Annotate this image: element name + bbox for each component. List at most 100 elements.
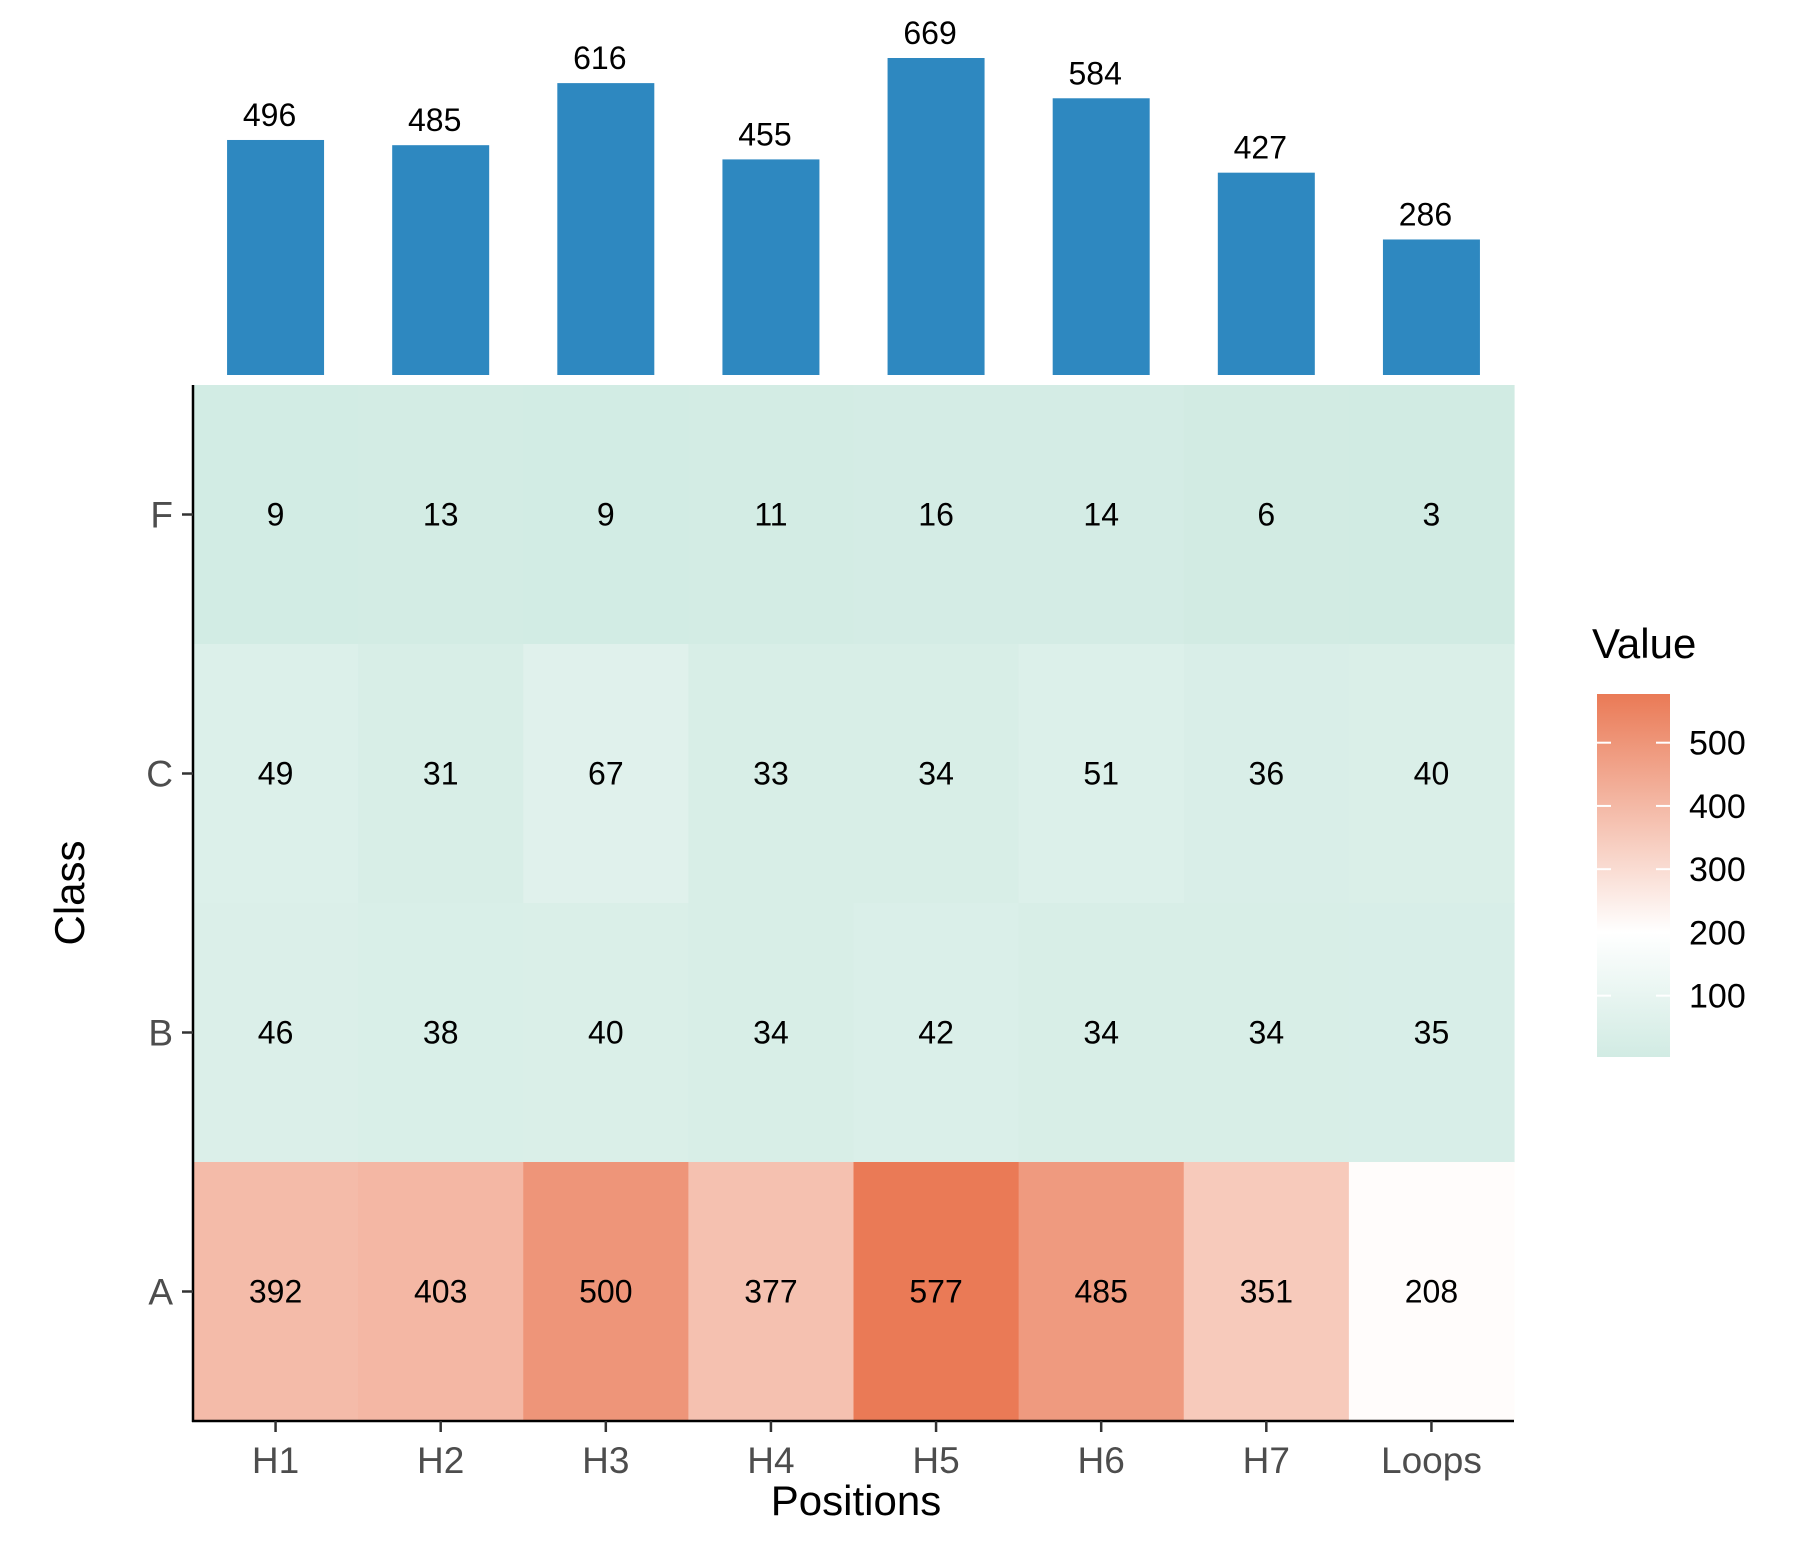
cell-value-label: 49	[258, 756, 294, 792]
cell-value-label: 403	[414, 1274, 467, 1310]
cell-value-label: 485	[1074, 1274, 1127, 1310]
bar-value-label: 496	[243, 97, 296, 133]
legend-tick-label: 200	[1689, 914, 1746, 952]
heatmap-axes: F C B A H1 H2 H3 H4 H5 H6 H7 Loops	[146, 385, 1514, 1481]
cell-value-label: 36	[1249, 756, 1285, 792]
cell-value-label: 34	[918, 756, 954, 792]
x-axis-title: Positions	[771, 1477, 941, 1524]
cell-value-label: 392	[249, 1274, 302, 1310]
heatmap-cell	[853, 1162, 1020, 1422]
heatmap-cell	[523, 644, 689, 904]
bar-chart: 496 485 616 455 669 584 427 286	[227, 15, 1480, 376]
heatmap-cell	[688, 903, 855, 1163]
y-tick-label: B	[148, 1013, 173, 1054]
heatmap-cell	[193, 385, 359, 645]
cell-value-label: 31	[423, 756, 459, 792]
heatmap-cell	[1018, 644, 1185, 904]
bar-value-label: 584	[1068, 55, 1121, 91]
cell-value-label: 16	[918, 497, 954, 533]
color-legend: Value 100 200 300 400 500	[1592, 620, 1746, 1057]
heatmap-cell	[1348, 644, 1515, 904]
heatmap-cell	[358, 385, 524, 645]
x-tick-label: H2	[417, 1440, 464, 1481]
x-tick-label: H6	[1078, 1440, 1125, 1481]
legend-colorbar	[1597, 694, 1670, 1057]
cell-value-label: 40	[588, 1015, 624, 1051]
cell-value-label: 577	[909, 1274, 962, 1310]
x-tick-label: H4	[747, 1440, 794, 1481]
cell-value-label: 38	[423, 1015, 459, 1051]
bar	[227, 139, 325, 375]
heatmap-cell	[688, 385, 855, 645]
cell-value-label: 13	[423, 497, 459, 533]
cell-value-label: 51	[1083, 756, 1119, 792]
heatmap-cell	[1018, 903, 1185, 1163]
heatmap-cell	[688, 1162, 855, 1422]
cell-value-label: 33	[753, 756, 789, 792]
bar	[1052, 98, 1150, 375]
bar-value-label: 669	[903, 15, 956, 51]
heatmap-cell	[193, 1162, 359, 1422]
bar	[722, 159, 820, 375]
heatmap-cell	[523, 1162, 689, 1422]
heatmap-cell	[1183, 1162, 1350, 1422]
heatmap-cell	[523, 385, 689, 645]
heatmap-cell	[358, 903, 524, 1163]
legend-tick-label: 100	[1689, 978, 1746, 1016]
heatmap-cell	[193, 644, 359, 904]
legend-tick-label: 400	[1689, 788, 1746, 826]
heatmap-cell	[358, 644, 524, 904]
bar	[887, 58, 985, 375]
cell-value-label: 42	[918, 1015, 954, 1051]
heatmap-cell	[853, 644, 1020, 904]
y-tick-label: C	[146, 754, 173, 795]
heatmap-cell	[1183, 644, 1350, 904]
heatmap-cell	[1018, 1162, 1185, 1422]
bar-value-label: 455	[738, 116, 791, 152]
bar	[1217, 172, 1315, 375]
cell-value-label: 34	[1249, 1015, 1285, 1051]
x-tick-label: Loops	[1381, 1440, 1482, 1481]
heatmap-cell	[1348, 1162, 1515, 1422]
bar-value-label: 616	[573, 40, 626, 76]
heatmap: 9 13 9 11 16 14 6 3 49 31 67 33 34 51 36 40 46 38 40 34 42 34…	[193, 385, 1515, 1422]
legend-tick-label: 500	[1689, 725, 1746, 763]
bar	[392, 145, 490, 375]
x-tick-label: H5	[912, 1440, 959, 1481]
x-tick-label: H7	[1243, 1440, 1290, 1481]
heatmap-cell	[358, 1162, 524, 1422]
bar-value-label: 485	[408, 102, 461, 138]
x-tick-label: H1	[252, 1440, 299, 1481]
cell-value-label: 34	[753, 1015, 789, 1051]
cell-value-label: 9	[267, 497, 285, 533]
bar-value-label: 427	[1234, 130, 1287, 166]
cell-value-label: 9	[597, 497, 615, 533]
bar	[557, 83, 655, 376]
heatmap-cell	[1018, 385, 1185, 645]
cell-value-label: 14	[1083, 497, 1119, 533]
y-axis-title: Class	[46, 840, 93, 945]
heatmap-cell	[853, 903, 1020, 1163]
cell-value-label: 500	[579, 1274, 632, 1310]
bar-value-label: 286	[1399, 196, 1452, 232]
cell-value-label: 11	[754, 497, 787, 533]
legend-tick-label: 300	[1689, 851, 1746, 889]
heatmap-cell	[1348, 903, 1515, 1163]
cell-value-label: 67	[588, 756, 624, 792]
heatmap-cell	[1348, 385, 1515, 645]
cell-value-label: 208	[1405, 1274, 1458, 1310]
cell-value-label: 6	[1257, 497, 1275, 533]
x-tick-label: H3	[582, 1440, 629, 1481]
heatmap-cell	[1183, 903, 1350, 1163]
cell-value-label: 34	[1083, 1015, 1119, 1051]
cell-value-label: 377	[744, 1274, 797, 1310]
heatmap-cell	[688, 644, 855, 904]
heatmap-cell	[193, 903, 359, 1163]
cell-value-label: 3	[1423, 497, 1441, 533]
cell-value-label: 351	[1240, 1274, 1293, 1310]
legend-title: Value	[1592, 620, 1696, 667]
y-tick-label: F	[150, 495, 173, 536]
bar	[1382, 239, 1480, 375]
heatmap-cell	[1183, 385, 1350, 645]
y-tick-label: A	[148, 1272, 173, 1313]
